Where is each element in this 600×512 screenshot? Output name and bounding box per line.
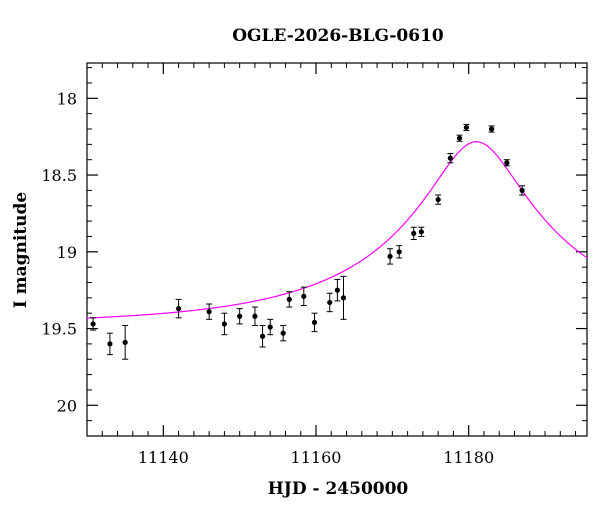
point-marker <box>267 324 273 330</box>
point-marker <box>107 341 113 347</box>
y-tick-label: 19.5 <box>41 320 77 339</box>
data-point <box>410 226 417 241</box>
data-point <box>340 275 347 320</box>
data-point <box>503 159 510 167</box>
data-point <box>447 153 454 164</box>
point-marker <box>418 229 424 235</box>
point-marker <box>463 124 469 131</box>
x-tick-label: 11140 <box>138 448 189 467</box>
point-marker <box>447 155 453 161</box>
data-point <box>267 318 274 336</box>
point-marker <box>122 339 128 345</box>
point-marker <box>286 296 292 302</box>
minor-ticks <box>86 63 587 437</box>
point-marker <box>334 287 340 293</box>
point-marker <box>301 293 307 299</box>
y-tick-label: 19 <box>57 243 77 262</box>
point-marker <box>206 309 212 315</box>
data-point <box>334 278 341 302</box>
data-point <box>106 332 113 356</box>
model-curve <box>86 141 588 319</box>
point-marker <box>435 197 441 203</box>
data-point <box>236 308 243 325</box>
point-marker <box>504 160 510 166</box>
point-marker <box>396 249 402 255</box>
point-marker <box>519 187 525 194</box>
data-point <box>435 194 442 205</box>
plot-frame <box>86 62 588 437</box>
data-point <box>463 123 470 132</box>
data-point <box>251 306 258 326</box>
point-marker <box>327 299 333 306</box>
data-point <box>122 324 129 360</box>
data-point <box>456 134 463 142</box>
point-marker <box>280 330 286 336</box>
tick-labels: 11140 11160 11180 18 18.5 19 19.5 20 <box>41 89 494 467</box>
x-tick-label: 11180 <box>443 448 494 467</box>
y-tick-label: 18 <box>57 89 77 108</box>
point-marker <box>90 321 96 327</box>
point-marker <box>387 253 393 260</box>
data-point <box>286 291 293 308</box>
y-axis-label: I magnitude <box>11 192 31 309</box>
data-point <box>387 248 394 265</box>
data-point <box>519 185 526 196</box>
point-marker <box>311 319 318 326</box>
data-point <box>300 286 307 307</box>
data-point <box>280 324 287 342</box>
point-marker <box>340 295 347 301</box>
y-tick-label: 18.5 <box>41 166 77 185</box>
data-point <box>206 303 213 320</box>
x-axis-label: HJD - 2450000 <box>268 479 409 499</box>
data-point <box>259 324 266 348</box>
point-marker <box>456 135 463 141</box>
data-point <box>488 125 495 133</box>
point-marker <box>221 321 228 327</box>
point-marker <box>411 230 417 236</box>
y-tick-label: 20 <box>57 396 77 415</box>
point-marker <box>176 305 182 312</box>
point-marker <box>488 126 495 132</box>
plot-area: 11140 11160 11180 18 18.5 19 19.5 20 <box>41 62 588 467</box>
data-points <box>90 123 526 360</box>
data-point <box>175 298 182 319</box>
chart-title: OGLE-2026-BLG-0610 <box>232 26 444 46</box>
data-point <box>326 292 333 313</box>
data-point <box>221 312 228 336</box>
point-marker <box>252 313 258 319</box>
x-tick-label: 11160 <box>291 448 342 467</box>
data-point <box>311 312 318 333</box>
point-marker <box>237 313 243 319</box>
data-point <box>396 245 403 259</box>
point-marker <box>259 333 266 339</box>
data-point <box>90 317 97 331</box>
major-ticks <box>87 63 587 436</box>
data-point <box>418 226 425 237</box>
